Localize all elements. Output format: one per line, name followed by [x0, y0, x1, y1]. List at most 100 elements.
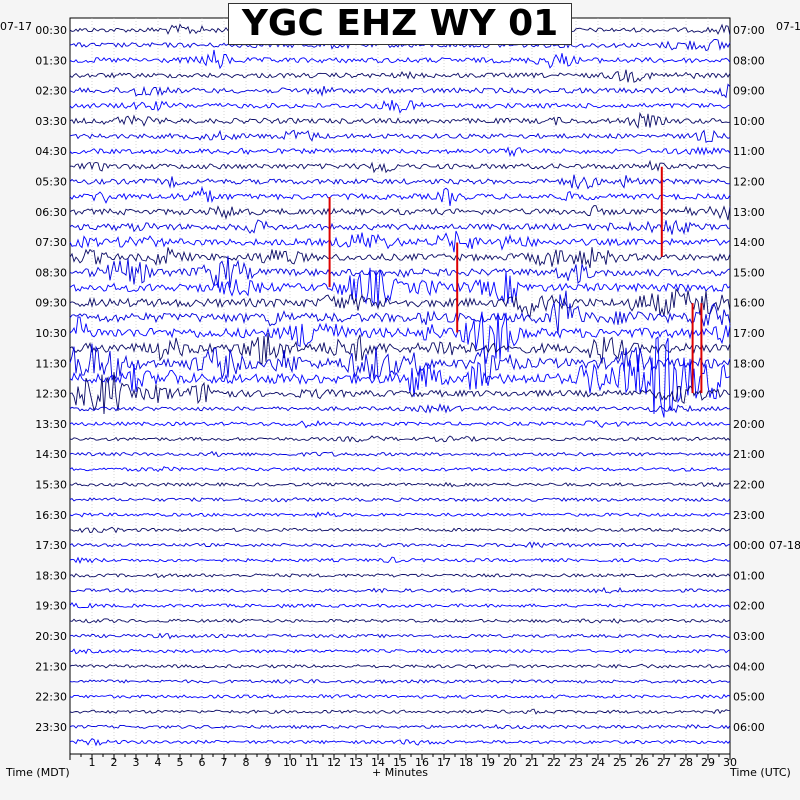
trace-row-28 [69, 450, 731, 458]
left-hour-label: 16:30 [35, 509, 67, 522]
trace-row-42 [69, 663, 731, 669]
trace-row-19 [69, 290, 731, 335]
trace-row-9 [69, 159, 731, 174]
right-hour-label: 08:00 [733, 54, 765, 67]
left-hour-label: 12:30 [35, 388, 67, 401]
right-hour-label: 00:00 [733, 539, 765, 552]
trace-row-37 [69, 586, 731, 594]
right-hour-label: 15:00 [733, 266, 765, 279]
right-hour-label: 18:00 [733, 357, 765, 370]
right-hour-label: 10:00 [733, 115, 765, 128]
trace-row-20 [69, 311, 731, 364]
right-time-labels: 07:00 08:00 09:00 10:00 11:00 12:00 13:00 14:00… [733, 24, 800, 734]
trace-row-2 [69, 49, 731, 70]
trace-row-38 [69, 601, 731, 609]
trace-row-18 [69, 288, 731, 318]
x-tick-label-12: 12 [327, 756, 341, 769]
right-hour-label: 07:00 [733, 24, 765, 37]
right-hour-label: 20:00 [733, 418, 765, 431]
trace-row-35 [69, 556, 731, 564]
x-tick-label-5: 5 [177, 756, 184, 769]
x-tick-label-15: 15 [393, 756, 407, 769]
left-hour-label: 22:30 [35, 691, 67, 704]
x-tick-label-26: 26 [635, 756, 649, 769]
left-hour-label: 08:30 [35, 266, 67, 279]
x-tick-label-4: 4 [155, 756, 162, 769]
x-tick-label-19: 19 [481, 756, 495, 769]
right-hour-label: 13:00 [733, 206, 765, 219]
right-hour-label: 22:00 [733, 478, 765, 491]
x-axis-ticks: 1 2 3 4 5 6 7 8 9 10 11 12 13 14 15 16 17 18 19 20 21 22 23 24 2… [69, 754, 737, 769]
left-hour-label: 09:30 [35, 297, 67, 310]
x-tick-label-2: 2 [111, 756, 118, 769]
trace-row-12 [69, 205, 731, 221]
left-hour-label: 17:30 [35, 539, 67, 552]
x-tick-label-9: 9 [265, 756, 272, 769]
right-hour-label: 17:00 [733, 327, 765, 340]
x-tick-label-27: 27 [657, 756, 671, 769]
left-axis-label: Time (MDT) [6, 766, 70, 779]
trace-row-45 [69, 708, 731, 715]
trace-row-15 [69, 247, 731, 269]
left-hour-label: 20:30 [35, 630, 67, 643]
trace-row-30 [69, 481, 731, 488]
trace-row-33 [69, 526, 731, 534]
left-date-label: 07-17 [0, 20, 32, 33]
x-tick-label-21: 21 [525, 756, 539, 769]
left-hour-label: 07:30 [35, 236, 67, 249]
right-hour-label: 14:00 [733, 236, 765, 249]
x-tick-label-22: 22 [547, 756, 561, 769]
x-tick-label-20: 20 [503, 756, 517, 769]
chart-title: YGC EHZ WY 01 [228, 3, 572, 45]
x-tick-label-8: 8 [243, 756, 250, 769]
trace-row-22 [69, 343, 731, 384]
x-tick-label-29: 29 [701, 756, 715, 769]
trace-row-8 [69, 146, 731, 158]
right-hour-label: 19:00 [733, 388, 765, 401]
x-tick-label-24: 24 [591, 756, 605, 769]
right-hour-label: 16:00 [733, 297, 765, 310]
trace-row-16 [69, 255, 731, 288]
right-date-rollover-label: 07-18 [769, 539, 800, 552]
right-hour-label: 11:00 [733, 145, 765, 158]
left-hour-label: 04:30 [35, 145, 67, 158]
right-hour-label: 01:00 [733, 569, 765, 582]
left-hour-label: 01:30 [35, 54, 67, 67]
left-hour-label: 00:30 [35, 24, 67, 37]
left-time-labels: 00:30 01:30 02:30 03:30 04:30 05:30 06:30 07:30… [35, 24, 67, 734]
left-hour-label: 21:30 [35, 660, 67, 673]
right-hour-label: 05:00 [733, 691, 765, 704]
trace-row-46 [69, 724, 731, 730]
trace-row-32 [69, 511, 731, 519]
left-hour-label: 05:30 [35, 175, 67, 188]
x-tick-label-1: 1 [89, 756, 96, 769]
x-tick-label-13: 13 [349, 756, 363, 769]
right-hour-label: 06:00 [733, 721, 765, 734]
trace-row-13 [69, 219, 731, 236]
right-axis-label: Time (UTC) [730, 766, 791, 779]
trace-row-21 [69, 333, 731, 365]
trace-row-6 [69, 111, 731, 129]
right-hour-label: 02:00 [733, 600, 765, 613]
trace-row-5 [69, 99, 731, 114]
right-hour-label: 09:00 [733, 85, 765, 98]
right-hour-label: 04:00 [733, 660, 765, 673]
right-hour-label: 23:00 [733, 509, 765, 522]
trace-row-34 [69, 541, 731, 549]
left-hour-label: 13:30 [35, 418, 67, 431]
trace-row-29 [69, 466, 731, 473]
left-hour-label: 06:30 [35, 206, 67, 219]
right-hour-label: 03:00 [733, 630, 765, 643]
left-hour-label: 15:30 [35, 478, 67, 491]
trace-row-25 [69, 403, 731, 414]
x-tick-label-14: 14 [371, 756, 385, 769]
trace-row-27 [69, 435, 731, 443]
trace-row-4 [69, 83, 731, 99]
right-hour-label: 21:00 [733, 448, 765, 461]
trace-row-44 [69, 693, 731, 699]
left-hour-label: 18:30 [35, 569, 67, 582]
left-hour-label: 03:30 [35, 115, 67, 128]
trace-row-17 [69, 267, 731, 307]
x-tick-label-28: 28 [679, 756, 693, 769]
x-tick-label-25: 25 [613, 756, 627, 769]
